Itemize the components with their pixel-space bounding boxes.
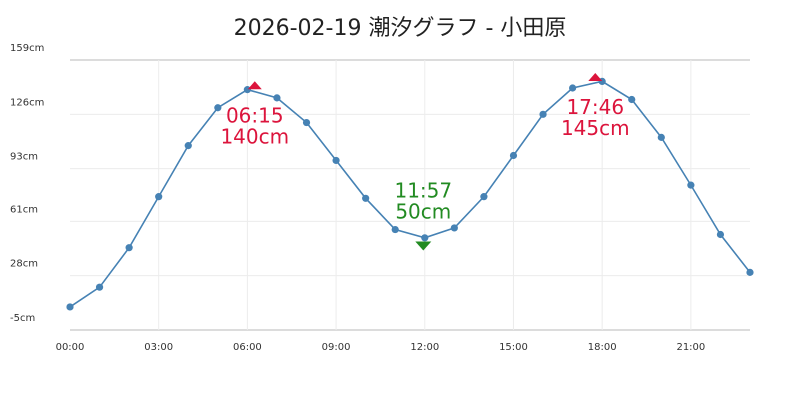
x-tick-label: 09:00 <box>322 342 351 353</box>
y-tick-label: 28cm <box>10 259 38 270</box>
low-tide-marker-icon <box>415 241 432 251</box>
data-point <box>391 225 399 234</box>
y-tick-label: 159cm <box>10 43 44 54</box>
data-point <box>687 181 695 189</box>
grid-lines <box>70 59 750 331</box>
data-point <box>421 234 429 242</box>
data-point <box>125 244 133 252</box>
x-tick-label: 18:00 <box>588 342 617 353</box>
x-tick-label: 12:00 <box>410 342 439 353</box>
x-tick-label: 03:00 <box>144 342 173 353</box>
data-point <box>539 110 547 118</box>
data-point <box>509 151 518 160</box>
low-tide-time: 11:57 <box>394 178 452 202</box>
y-tick-label: 61cm <box>10 204 38 215</box>
data-point <box>66 303 74 311</box>
high-tide-level: 140cm <box>220 124 289 148</box>
x-tick-label: 00:00 <box>56 342 85 353</box>
data-point <box>628 95 636 104</box>
y-tick-label: 126cm <box>10 97 44 108</box>
high-tide-time: 17:46 <box>566 95 624 119</box>
high-tide-level: 145cm <box>561 116 630 140</box>
data-point <box>480 193 488 201</box>
data-point <box>155 193 163 201</box>
high-tide-marker-icon <box>247 81 262 90</box>
low-tide-level: 50cm <box>395 199 451 223</box>
y-tick-label: 93cm <box>10 152 38 163</box>
data-point <box>716 230 725 239</box>
chart-title: 2026-02-19 潮汐グラフ - 小田原 <box>233 16 567 41</box>
x-tick-label: 06:00 <box>233 342 262 353</box>
high-tide-time: 06:15 <box>226 103 284 127</box>
data-point <box>657 133 665 141</box>
data-point <box>746 268 754 276</box>
x-tick-label: 15:00 <box>499 342 528 353</box>
y-tick-label: -5cm <box>10 313 35 324</box>
data-point <box>95 283 104 291</box>
y-axis-ticks: -5cm 28cm 61cm 93cm 126cm 159cm <box>10 43 44 324</box>
data-point <box>302 118 311 127</box>
data-point <box>273 94 281 102</box>
data-point <box>332 156 340 165</box>
data-point <box>450 224 458 232</box>
data-point <box>569 84 577 92</box>
x-axis-ticks: 00:00 03:00 06:00 09:00 12:00 15:00 18:00 21:00 <box>56 342 706 353</box>
data-point <box>184 142 192 150</box>
tide-series <box>66 77 754 311</box>
high-tide-marker-icon <box>588 73 603 82</box>
x-tick-label: 21:00 <box>676 342 705 353</box>
data-point <box>362 194 370 202</box>
tide-line <box>69 80 751 308</box>
data-point <box>214 104 222 112</box>
